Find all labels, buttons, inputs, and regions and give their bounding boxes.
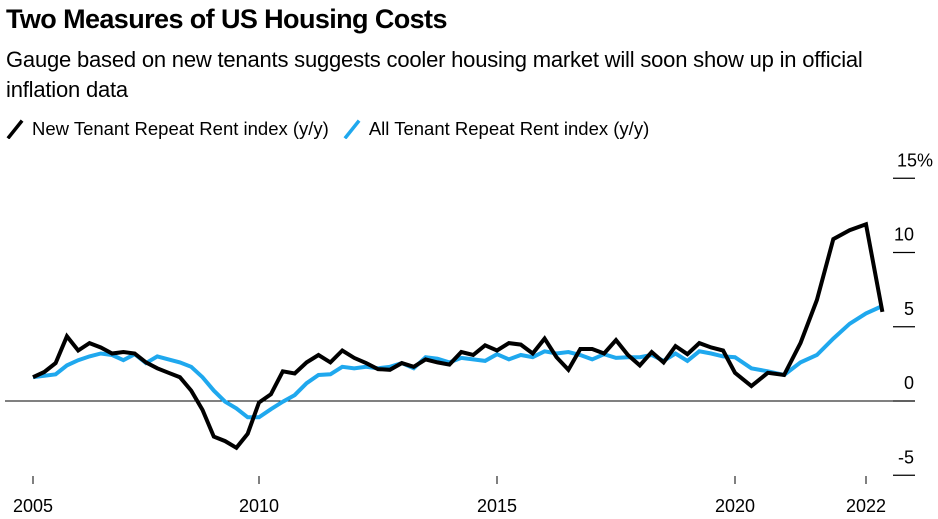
legend-item-all-tenant: All Tenant Repeat Rent index (y/y)	[343, 118, 649, 140]
x-tick-label: 2015	[477, 496, 517, 516]
y-tick-label: 15%	[897, 150, 933, 170]
x-tick-label: 2010	[239, 496, 279, 516]
x-tick-label: 2020	[715, 496, 755, 516]
legend-item-new-tenant: New Tenant Repeat Rent index (y/y)	[6, 118, 329, 140]
x-tick-label: 2005	[13, 496, 53, 516]
y-axis: 15% 10 5 0 -5	[893, 150, 933, 476]
series-line-new-tenant	[32, 221, 885, 451]
legend: New Tenant Repeat Rent index (y/y) All T…	[6, 118, 663, 140]
y-tick-label: 10	[894, 225, 914, 245]
chart-subtitle: Gauge based on new tenants suggests cool…	[6, 47, 863, 102]
legend-label-new-tenant: New Tenant Repeat Rent index (y/y)	[32, 118, 329, 139]
legend-swatch-new-tenant-icon	[6, 119, 24, 139]
y-tick-label: -5	[898, 447, 914, 467]
y-tick-label: 5	[904, 299, 914, 319]
x-axis: 2005 2010 2015 2020 2022	[13, 476, 886, 516]
series-group	[32, 221, 885, 451]
series-line-all-tenant	[32, 304, 884, 420]
chart-title: Two Measures of US Housing Costs	[6, 4, 447, 34]
y-tick-label: 0	[904, 373, 914, 393]
x-tick-label: 2022	[846, 496, 886, 516]
legend-label-all-tenant: All Tenant Repeat Rent index (y/y)	[368, 118, 650, 139]
legend-swatch-all-tenant-icon	[343, 119, 361, 139]
